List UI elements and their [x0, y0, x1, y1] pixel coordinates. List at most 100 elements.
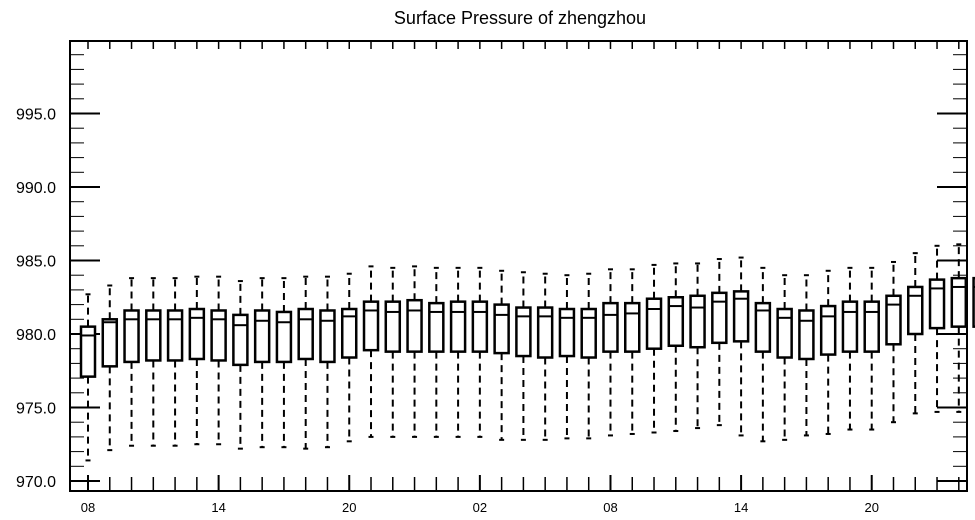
- box-item: [79, 293, 97, 462]
- box-item: [493, 269, 510, 441]
- box-item: [841, 266, 859, 431]
- x-tick-label: 14: [211, 500, 225, 515]
- chart-title: Surface Pressure of zhengzhou: [394, 8, 646, 28]
- x-axis: 081420020814200208: [81, 41, 960, 515]
- y-tick-label: 980.0: [16, 327, 56, 344]
- box-item: [471, 266, 489, 438]
- box-item: [253, 277, 271, 449]
- iqr-box: [798, 309, 815, 361]
- box-item: [406, 265, 423, 438]
- box-item: [624, 268, 641, 435]
- iqr-box: [145, 309, 162, 362]
- box-item: [667, 262, 685, 433]
- iqr-box: [841, 300, 859, 353]
- box-item: [689, 262, 706, 430]
- box-item: [863, 266, 880, 431]
- box-item: [907, 252, 924, 415]
- box-item: [754, 266, 772, 443]
- iqr-box: [79, 325, 97, 378]
- box-item: [602, 268, 619, 437]
- iqr-box: [907, 285, 924, 336]
- iqr-box: [558, 307, 576, 358]
- iqr-box: [515, 306, 532, 358]
- iqr-box: [950, 276, 968, 328]
- iqr-box: [711, 291, 728, 345]
- box-item: [188, 275, 206, 446]
- minor-ticks: [70, 54, 967, 482]
- box-item: [536, 272, 554, 441]
- iqr-box: [972, 276, 975, 328]
- box-item: [166, 277, 184, 447]
- iqr-box: [297, 307, 314, 361]
- iqr-box: [319, 309, 336, 364]
- y-tick-label: 995.0: [16, 107, 56, 124]
- box-item: [384, 266, 402, 438]
- x-tick-label: 20: [342, 500, 356, 515]
- iqr-box: [340, 307, 358, 359]
- box-item: [340, 272, 358, 443]
- iqr-box: [232, 313, 249, 367]
- box-item: [275, 277, 293, 449]
- box-item: [428, 266, 445, 438]
- box-item: [297, 275, 314, 450]
- iqr-box: [536, 306, 554, 359]
- iqr-box: [253, 309, 271, 364]
- box-item: [558, 274, 576, 440]
- iqr-box: [123, 309, 140, 364]
- box-item: [819, 269, 837, 435]
- y-tick-label: 970.0: [16, 474, 56, 491]
- iqr-box: [624, 301, 641, 353]
- iqr-box: [384, 300, 402, 353]
- iqr-box: [428, 301, 445, 353]
- iqr-box: [885, 294, 902, 346]
- box-item: [515, 271, 532, 441]
- box-item: [776, 274, 793, 441]
- iqr-box: [776, 307, 793, 359]
- box-item: [928, 244, 946, 413]
- iqr-box: [863, 300, 880, 353]
- iqr-box: [406, 298, 423, 353]
- box-item: [145, 277, 162, 447]
- y-tick-label: 990.0: [16, 180, 56, 197]
- iqr-box: [602, 301, 619, 353]
- x-tick-label: 08: [81, 500, 95, 515]
- x-tick-label: 14: [734, 500, 748, 515]
- box-item: [319, 275, 336, 449]
- iqr-box: [210, 309, 227, 362]
- iqr-box: [928, 278, 946, 330]
- box-item: [711, 258, 728, 427]
- iqr-box: [689, 294, 706, 349]
- iqr-box: [471, 300, 489, 353]
- box-item: [972, 276, 975, 328]
- iqr-box: [732, 290, 750, 343]
- iqr-box: [275, 310, 293, 364]
- box-item: [101, 284, 119, 452]
- y-tick-label: 975.0: [16, 401, 56, 418]
- box-item: [645, 263, 663, 434]
- plot-frame: [69, 40, 968, 492]
- box-item: [885, 260, 902, 424]
- iqr-box: [449, 300, 467, 353]
- box-item: [362, 265, 380, 438]
- iqr-box: [645, 297, 663, 350]
- y-tick-label: 985.0: [16, 254, 56, 271]
- box-item: [950, 243, 968, 413]
- box-item: [232, 280, 249, 450]
- box-item: [798, 274, 815, 437]
- box-item: [580, 272, 597, 440]
- box-item: [123, 277, 140, 447]
- iqr-box: [819, 304, 837, 356]
- iqr-box: [754, 301, 772, 353]
- iqr-box: [362, 300, 380, 352]
- x-tick-label: 02: [473, 500, 487, 515]
- iqr-box: [580, 307, 597, 359]
- box-item: [732, 256, 750, 437]
- iqr-box: [667, 296, 685, 348]
- box-item: [210, 275, 227, 446]
- iqr-box: [166, 309, 184, 362]
- iqr-box: [101, 318, 119, 368]
- x-tick-label: 20: [864, 500, 878, 515]
- iqr-box: [493, 303, 510, 355]
- box-series: [79, 243, 975, 462]
